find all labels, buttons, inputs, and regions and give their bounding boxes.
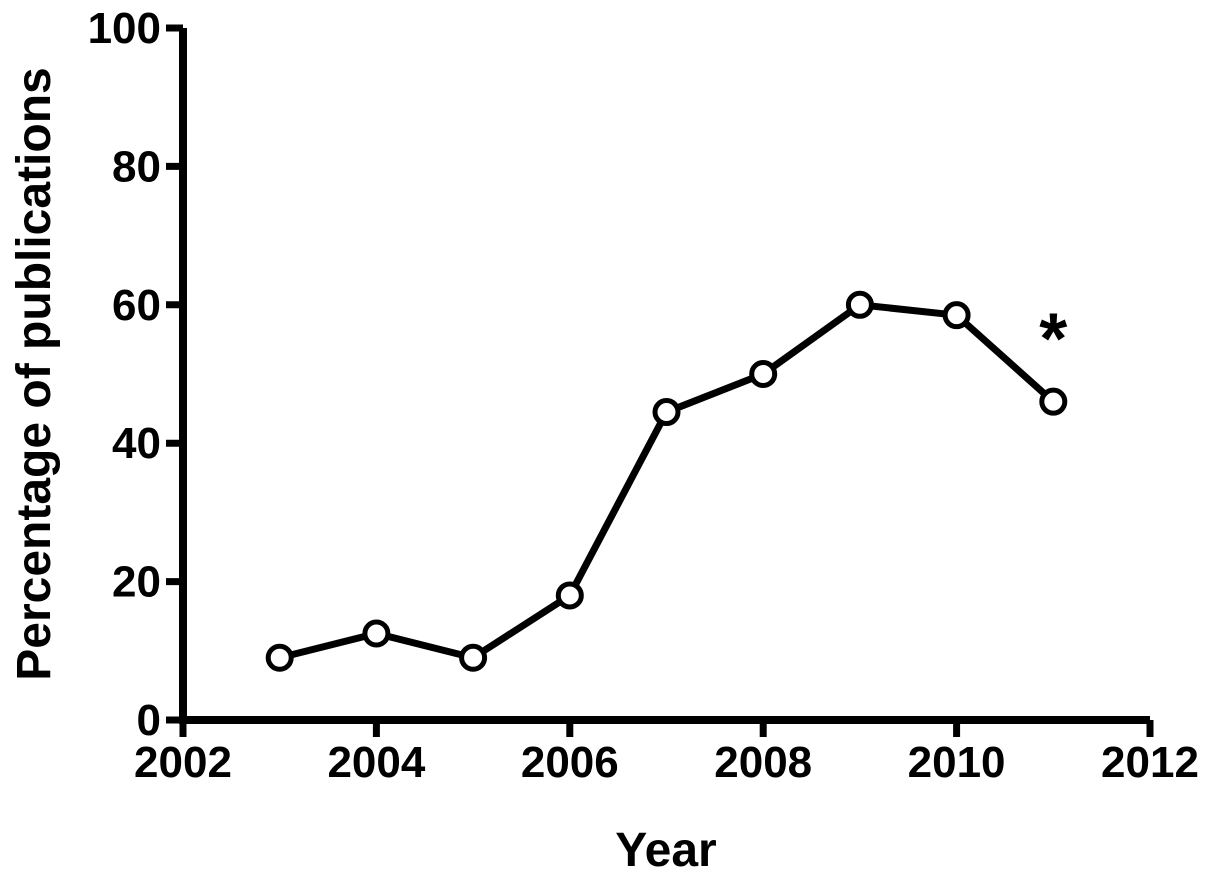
data-point-2010 bbox=[942, 301, 971, 330]
y-tick-label: 80 bbox=[112, 142, 161, 191]
x-tick-label: 2012 bbox=[1101, 738, 1199, 787]
x-axis-title: Year bbox=[615, 824, 716, 877]
axes-layer: 0 20 40 60 80 100 2002 2004 2006 2008 2010 2012 bbox=[88, 4, 1199, 787]
series-line bbox=[276, 301, 1057, 662]
x-tick-label: 2008 bbox=[714, 738, 812, 787]
data-point-2007 bbox=[652, 398, 681, 427]
x-tick-label: 2006 bbox=[521, 738, 619, 787]
data-point-2009 bbox=[845, 290, 874, 319]
data-point-2004 bbox=[362, 619, 391, 648]
data-point-2005 bbox=[459, 643, 488, 672]
y-tick-label: 100 bbox=[88, 4, 161, 53]
data-point-2006 bbox=[555, 581, 584, 610]
y-tick-label: 20 bbox=[112, 558, 161, 607]
y-tick-label: 0 bbox=[137, 696, 161, 745]
y-axis-title: Percentage of publications bbox=[8, 67, 61, 680]
significance-asterisk: * bbox=[1039, 300, 1067, 380]
y-tick-label: 60 bbox=[112, 281, 161, 330]
x-tick-label: 2002 bbox=[134, 738, 232, 787]
y-tick-label: 40 bbox=[112, 419, 161, 468]
data-point-2008 bbox=[749, 360, 778, 388]
x-tick-label: 2010 bbox=[908, 738, 1006, 787]
data-point-2011 bbox=[1039, 387, 1068, 416]
x-tick-label: 2004 bbox=[327, 738, 425, 787]
line-series-layer bbox=[265, 290, 1068, 672]
data-point-2003 bbox=[265, 643, 294, 672]
